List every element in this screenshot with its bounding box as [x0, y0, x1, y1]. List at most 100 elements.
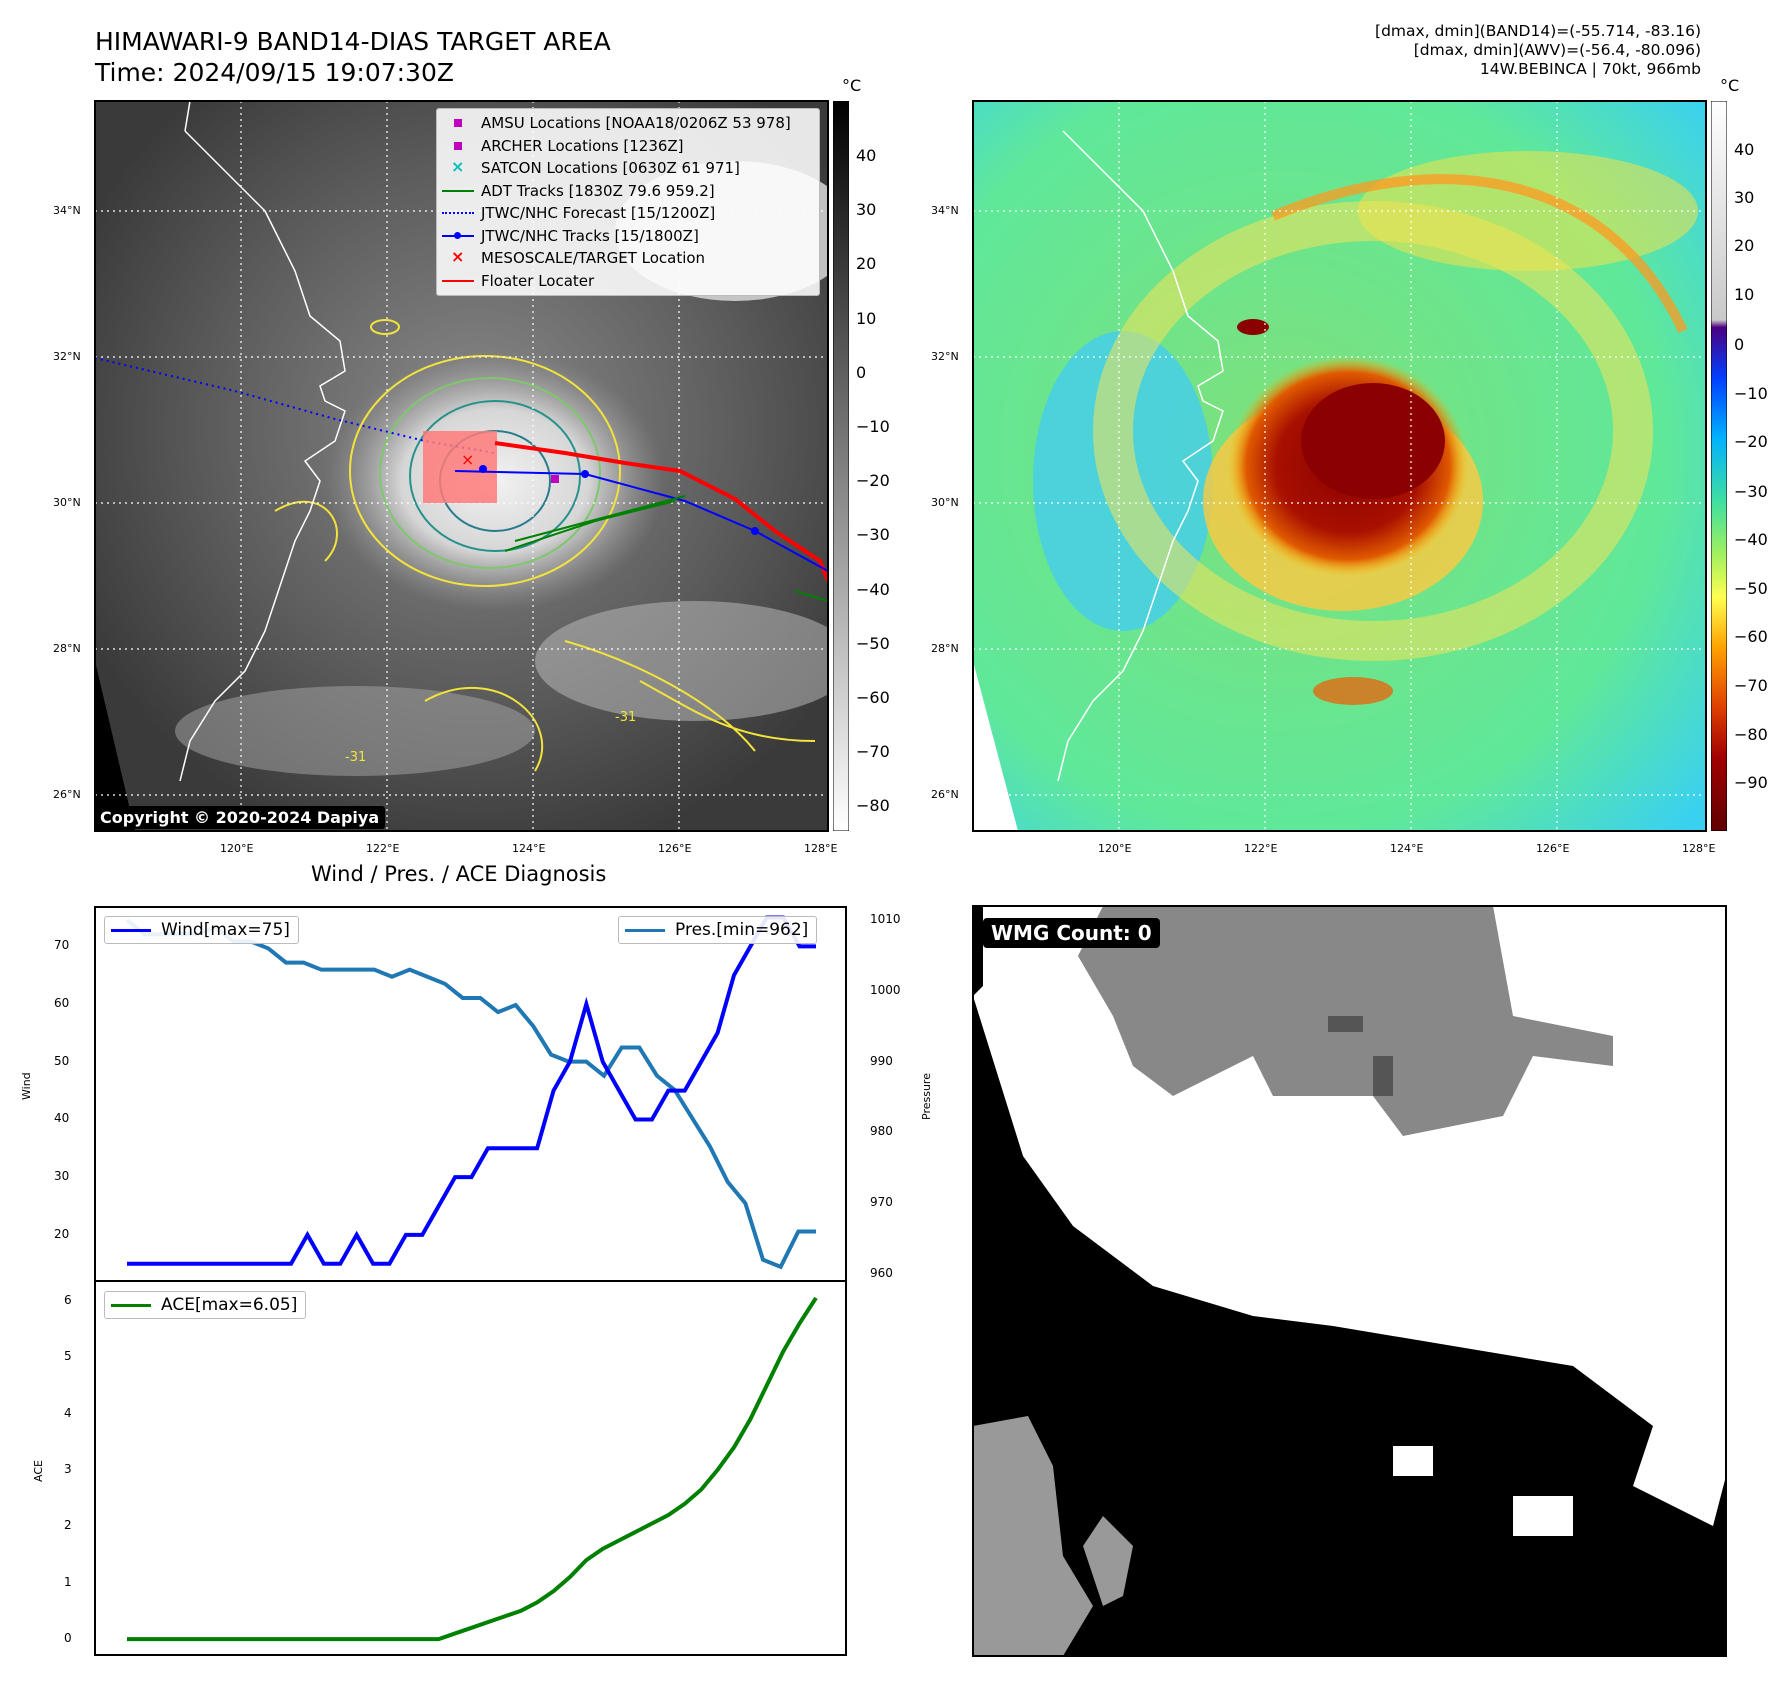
colorbar-tick-label: −10 [1734, 384, 1768, 403]
wind-pressure-frame [94, 906, 847, 1281]
colorbar-tick-label: −30 [856, 525, 890, 545]
ace-frame [94, 1281, 847, 1656]
colorbar-gray [833, 101, 849, 831]
colorbar-tick-label: −90 [1734, 773, 1768, 792]
legend-label: SATCON Locations [0630Z 61 971] [481, 159, 740, 178]
lon-label: 128°E [804, 842, 838, 855]
ace-tick-label: 0 [64, 1631, 72, 1646]
legend-label: JTWC/NHC Forecast [15/1200Z] [481, 204, 716, 223]
legend-item: AMSU Locations [NOAA18/0206Z 53 978] [437, 112, 819, 135]
wind-tick-label: 60 [54, 996, 70, 1011]
lat-label: 26°N [931, 788, 959, 801]
pressure-legend-swatch [625, 928, 665, 932]
colorbar-tick-label: 30 [1734, 188, 1755, 207]
lat-label: 28°N [931, 642, 959, 655]
mesoscale-target-marker: × [461, 450, 474, 469]
colorbar-tick-label: −20 [856, 471, 890, 491]
ace-legend-swatch [111, 1303, 151, 1307]
wind-axis-label: Wind [20, 1072, 33, 1100]
legend-symbol-icon [437, 180, 477, 202]
pressure-tick-label: 990 [870, 1053, 893, 1068]
colorbar-tick-label: 20 [1734, 236, 1755, 255]
floater-locater-track [494, 441, 828, 582]
wind-tick-label: 40 [54, 1111, 70, 1126]
ace-axis-label: ACE [32, 1460, 45, 1482]
lat-label: 34°N [931, 204, 959, 217]
colorbar-tick-label: 10 [856, 308, 877, 328]
colorbar-tick-label: 20 [856, 254, 877, 274]
lon-label: 124°E [512, 842, 546, 855]
lat-label: 26°N [53, 788, 81, 801]
ace-tick-label: 2 [64, 1518, 72, 1533]
lat-label: 32°N [931, 350, 959, 363]
ace-tick-label: 3 [64, 1461, 72, 1476]
legend-symbol-icon [437, 270, 477, 292]
wmg-mask-frame [972, 905, 1727, 1657]
pressure-legend: Pres.[min=962] [618, 916, 818, 944]
legend-label: MESOSCALE/TARGET Location [481, 249, 706, 268]
legend-symbol-icon [437, 202, 477, 224]
legend-symbol-icon: × [451, 247, 465, 267]
colorbar-tick-label: −20 [1734, 432, 1768, 451]
colorbar-tick-label: −10 [856, 417, 890, 436]
legend-label: Floater Locater [481, 271, 595, 290]
wind-tick-label: 30 [54, 1169, 70, 1184]
pressure-legend-label: Pres.[min=962] [675, 920, 809, 940]
title-line-2: Time: 2024/09/15 19:07:30Z [95, 58, 454, 87]
lon-label: 124°E [1390, 842, 1424, 855]
diagnosis-title: Wind / Pres. / ACE Diagnosis [311, 862, 607, 886]
wind-tick-label: 50 [54, 1053, 70, 1068]
legend-label: ARCHER Locations [1236Z] [481, 136, 684, 155]
legend-item: ADT Tracks [1830Z 79.6 959.2] [437, 180, 819, 203]
legend-symbol-icon [437, 135, 477, 157]
adt-track [504, 495, 828, 602]
figure-title: HIMAWARI-9 BAND14-DIAS TARGET AREA Time:… [95, 26, 611, 88]
colorbar-tick-label: −40 [856, 579, 890, 599]
title-line-1: HIMAWARI-9 BAND14-DIAS TARGET AREA [95, 27, 611, 56]
wind-tick-label: 70 [54, 938, 70, 953]
legend-symbol-icon: × [451, 157, 465, 177]
wmg-mask-panel [973, 906, 1726, 1656]
colorbar-tick-label: −80 [856, 796, 890, 816]
lon-label: 122°E [366, 842, 400, 855]
ace-tick-label: 4 [64, 1405, 72, 1420]
colorbar-tick-label: 0 [856, 362, 867, 382]
legend-item: × SATCON Locations [0630Z 61 971] [437, 157, 819, 180]
ir-map-frame [94, 100, 829, 832]
colorbar-tick-label: −40 [1734, 530, 1768, 549]
meta-line-1: [dmax, dmin](BAND14)=(-55.714, -83.16) [1375, 22, 1701, 40]
lon-label: 128°E [1682, 842, 1716, 855]
coastline [179, 130, 346, 782]
colorbar-tick-label: −80 [1734, 725, 1768, 744]
pressure-tick-label: 960 [870, 1265, 893, 1280]
colorbar-tick-label: −60 [856, 688, 890, 707]
legend-symbol-icon [437, 225, 477, 247]
legend-label: AMSU Locations [NOAA18/0206Z 53 978] [481, 114, 791, 133]
amsu-location-marker [551, 475, 559, 483]
figure-meta: [dmax, dmin](BAND14)=(-55.714, -83.16) [… [1375, 22, 1701, 79]
colorbar-unit: °C [842, 76, 862, 95]
colorbar-tick-label: 40 [1734, 140, 1755, 159]
legend-label: ADT Tracks [1830Z 79.6 959.2] [481, 181, 715, 200]
ace-chart [94, 1281, 847, 1656]
wind-legend-label: Wind[max=75] [161, 920, 290, 940]
lon-label: 122°E [1244, 842, 1278, 855]
wind-legend-swatch [111, 928, 151, 932]
jtwc-forecast-track [95, 357, 496, 454]
wind-legend: Wind[max=75] [104, 916, 299, 944]
colorbar-tick-label: −70 [856, 742, 890, 762]
enhanced-map-frame [972, 100, 1707, 832]
lon-label: 120°E [220, 842, 254, 855]
lon-label: 126°E [658, 842, 692, 855]
meta-line-3: 14W.BEBINCA | 70kt, 966mb [1479, 60, 1701, 78]
colorbar-tick-label: −70 [1734, 676, 1768, 695]
legend-item: JTWC/NHC Forecast [15/1200Z] [437, 202, 819, 225]
pressure-tick-label: 1000 [870, 982, 901, 997]
map-legend: AMSU Locations [NOAA18/0206Z 53 978] ARCH… [436, 108, 820, 296]
mask-region-black [973, 996, 1726, 1656]
contour-label: -31 [615, 710, 636, 725]
pressure-tick-label: 980 [870, 1124, 893, 1139]
colorbar-unit: °C [1720, 76, 1740, 95]
legend-item: JTWC/NHC Tracks [15/1800Z] [437, 225, 819, 248]
colorbar-enhanced [1711, 101, 1727, 831]
